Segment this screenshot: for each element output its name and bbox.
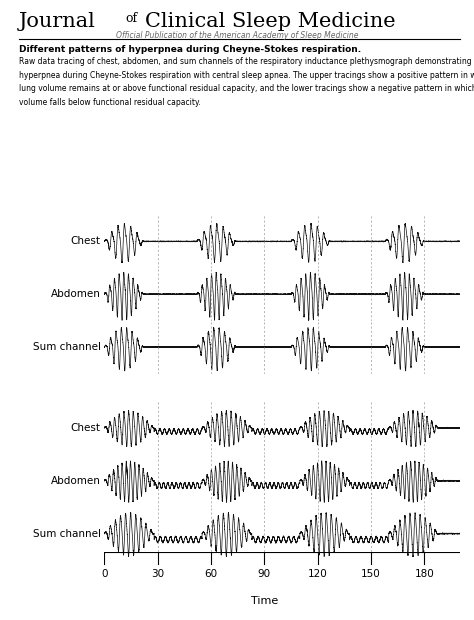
Text: 90: 90	[258, 569, 271, 579]
Text: Time: Time	[251, 596, 278, 606]
Text: Clinical Sleep Medicine: Clinical Sleep Medicine	[145, 12, 395, 32]
Text: hyperpnea during Cheyne-Stokes respiration with central sleep apnea. The upper t: hyperpnea during Cheyne-Stokes respirati…	[19, 71, 474, 80]
Text: Sum channel: Sum channel	[33, 342, 100, 352]
Text: Raw data tracing of chest, abdomen, and sum channels of the respiratory inductan: Raw data tracing of chest, abdomen, and …	[19, 57, 474, 66]
Text: Abdomen: Abdomen	[51, 290, 100, 299]
Text: 60: 60	[204, 569, 218, 579]
Text: Official Publication of the American Academy of Sleep Medicine: Official Publication of the American Aca…	[116, 31, 358, 40]
Text: of: of	[126, 12, 138, 25]
Text: Sum channel: Sum channel	[33, 529, 100, 539]
Text: lung volume remains at or above functional residual capacity, and the lower trac: lung volume remains at or above function…	[19, 84, 474, 94]
Text: Chest: Chest	[71, 236, 100, 246]
Text: 150: 150	[361, 569, 381, 579]
Text: 180: 180	[414, 569, 434, 579]
Text: 30: 30	[151, 569, 164, 579]
Text: Chest: Chest	[71, 423, 100, 433]
Text: 0: 0	[101, 569, 108, 579]
Text: 120: 120	[308, 569, 328, 579]
Text: Different patterns of hyperpnea during Cheyne-Stokes respiration.: Different patterns of hyperpnea during C…	[19, 45, 361, 54]
Text: Abdomen: Abdomen	[51, 476, 100, 485]
Text: Journal: Journal	[19, 12, 102, 32]
Text: volume falls below functional residual capacity.: volume falls below functional residual c…	[19, 98, 201, 107]
